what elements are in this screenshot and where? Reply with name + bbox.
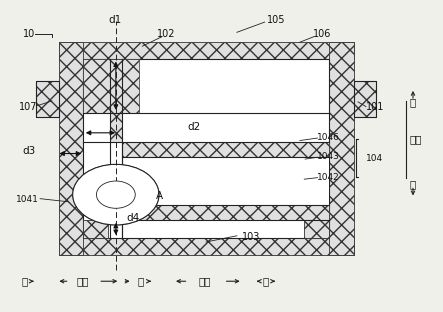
Text: 外: 外 xyxy=(262,276,268,286)
Text: d2: d2 xyxy=(187,122,201,132)
Text: 径向: 径向 xyxy=(198,276,211,286)
Circle shape xyxy=(73,164,159,225)
Text: 10: 10 xyxy=(23,29,35,40)
Text: 102: 102 xyxy=(157,29,176,40)
Bar xyxy=(83,220,109,238)
Text: 径向: 径向 xyxy=(77,276,89,286)
Bar xyxy=(83,59,110,113)
Text: 1042: 1042 xyxy=(317,173,339,182)
Text: 106: 106 xyxy=(313,29,331,40)
Text: 1046: 1046 xyxy=(317,133,339,142)
Text: d1: d1 xyxy=(108,15,121,25)
Text: 内: 内 xyxy=(137,276,144,286)
Bar xyxy=(58,41,354,59)
Text: 下: 下 xyxy=(410,179,416,189)
Text: 107: 107 xyxy=(19,101,38,111)
Bar xyxy=(354,81,377,117)
Bar xyxy=(36,81,58,117)
Text: d4: d4 xyxy=(126,213,139,223)
Bar xyxy=(122,157,329,205)
Text: 1043: 1043 xyxy=(317,152,339,161)
Text: 上: 上 xyxy=(410,97,416,107)
Text: 1041: 1041 xyxy=(16,195,39,204)
Circle shape xyxy=(97,181,135,208)
Bar xyxy=(329,41,354,255)
Bar xyxy=(122,59,139,113)
Text: 104: 104 xyxy=(366,154,383,163)
Bar xyxy=(110,59,122,113)
Text: 外: 外 xyxy=(21,276,27,286)
Text: 105: 105 xyxy=(267,15,286,25)
Bar xyxy=(83,59,329,238)
Bar xyxy=(122,205,329,220)
Circle shape xyxy=(73,164,159,225)
Text: A: A xyxy=(156,191,163,201)
Text: 103: 103 xyxy=(242,232,260,242)
Bar xyxy=(36,81,58,117)
Bar xyxy=(304,220,329,238)
Bar xyxy=(58,238,354,255)
Bar xyxy=(110,167,122,220)
Text: 长度: 长度 xyxy=(410,134,422,144)
Bar xyxy=(122,142,329,157)
Text: 101: 101 xyxy=(365,101,384,111)
Bar xyxy=(110,113,122,142)
Bar xyxy=(58,41,83,255)
Text: d3: d3 xyxy=(22,146,35,156)
Bar xyxy=(354,81,377,117)
